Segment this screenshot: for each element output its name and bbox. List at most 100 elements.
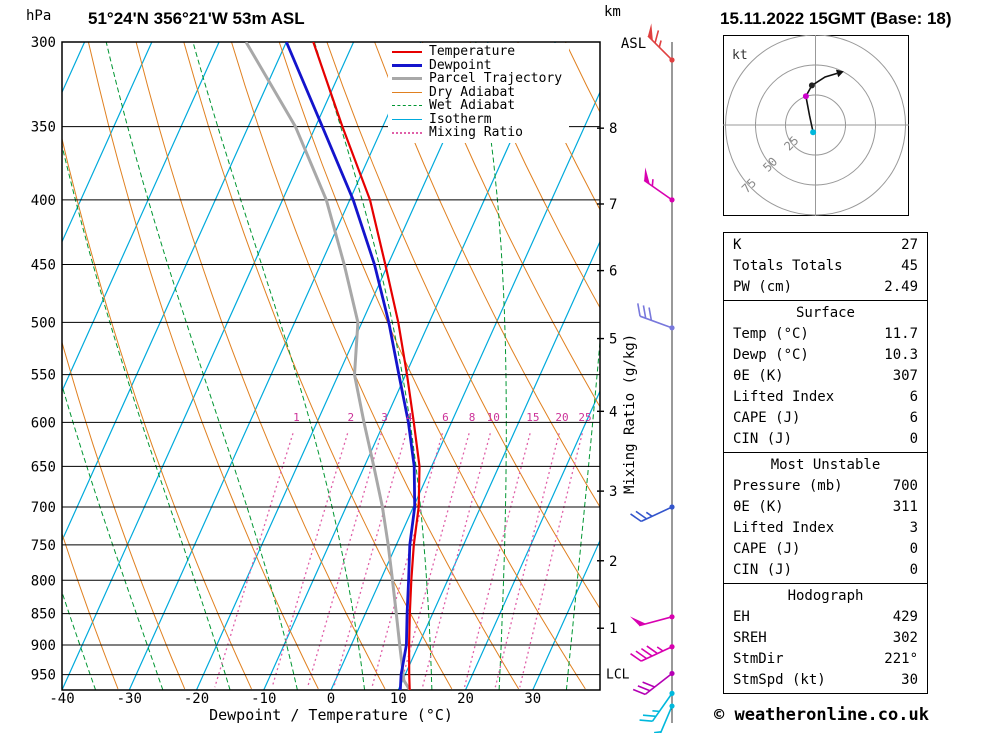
svg-text:-20: -20 xyxy=(184,691,209,707)
table-row: Pressure (mb) 700 xyxy=(724,476,927,497)
row-label: StmSpd (kt) xyxy=(733,672,826,688)
svg-text:10: 10 xyxy=(487,411,500,424)
hodograph-marker xyxy=(802,93,809,100)
row-value: 2.49 xyxy=(884,279,918,295)
svg-text:8: 8 xyxy=(469,411,476,424)
legend-label: Mixing Ratio xyxy=(429,125,523,141)
svg-text:-40: -40 xyxy=(49,691,74,707)
wind-barb xyxy=(639,690,675,723)
svg-text:20: 20 xyxy=(555,411,568,424)
hodograph-marker xyxy=(810,129,817,136)
svg-text:650: 650 xyxy=(31,459,56,475)
row-label: Dewp (°C) xyxy=(733,347,809,363)
row-value: 30 xyxy=(901,672,918,688)
row-label: CIN (J) xyxy=(733,431,793,447)
svg-text:7: 7 xyxy=(609,197,617,213)
table-row: Lifted Index 6 xyxy=(724,387,927,408)
svg-text:5: 5 xyxy=(609,332,617,348)
row-label: CAPE (J) xyxy=(733,410,801,426)
parcel-trajectory-line xyxy=(244,42,411,690)
legend-item: Wet Adiabat xyxy=(392,99,562,113)
x-axis-label: Dewpoint / Temperature (°C) xyxy=(209,706,453,724)
row-label: CIN (J) xyxy=(733,562,793,578)
row-label: K xyxy=(733,237,742,253)
legend-label: Temperature xyxy=(429,44,516,60)
row-value: 6 xyxy=(909,389,918,405)
row-label: SREH xyxy=(733,630,767,646)
legend-item: Isotherm xyxy=(392,113,562,127)
svg-text:3: 3 xyxy=(381,411,388,424)
svg-text:1: 1 xyxy=(293,411,300,424)
table-row: CIN (J) 0 xyxy=(724,560,927,581)
svg-text:950: 950 xyxy=(31,668,56,684)
background-lines xyxy=(62,42,600,690)
legend-label: Dewpoint xyxy=(429,57,492,73)
table-row: StmSpd (kt) 30 xyxy=(724,670,927,691)
table-row: SREH 302 xyxy=(724,628,927,649)
row-label: Lifted Index xyxy=(733,520,835,536)
row-value: 11.7 xyxy=(884,326,918,342)
wind-barb xyxy=(630,504,675,523)
svg-text:850: 850 xyxy=(31,607,56,623)
row-value: 3 xyxy=(909,520,918,536)
row-value: 27 xyxy=(901,237,918,253)
svg-text:LCL: LCL xyxy=(606,668,630,683)
table-section: K 27 Totals Totals 45 PW (cm) 2.49 xyxy=(724,233,927,300)
row-value: 10.3 xyxy=(884,347,918,363)
svg-text:2: 2 xyxy=(348,411,355,424)
legend-item: Dry Adiabat xyxy=(392,86,562,100)
svg-text:500: 500 xyxy=(31,315,56,331)
table-row: Dewp (°C) 10.3 xyxy=(724,345,927,366)
table-row: StmDir 221° xyxy=(724,649,927,670)
svg-text:8: 8 xyxy=(609,121,617,137)
table-section-surface: Surface Temp (°C) 11.7 Dewp (°C) 10.3 θE (K) 3… xyxy=(724,300,927,452)
svg-text:6: 6 xyxy=(609,264,617,280)
row-label: Totals Totals xyxy=(733,258,843,274)
table-row: CAPE (J) 6 xyxy=(724,408,927,429)
row-label: CAPE (J) xyxy=(733,541,801,557)
legend-label: Wet Adiabat xyxy=(429,98,516,114)
table-row: Lifted Index 3 xyxy=(724,518,927,539)
svg-text:800: 800 xyxy=(31,573,56,589)
legend-label: Dry Adiabat xyxy=(429,84,516,100)
svg-text:1: 1 xyxy=(609,621,617,637)
legend-item: Mixing Ratio xyxy=(392,126,562,140)
legend-line-wet-adiabat xyxy=(392,105,422,107)
svg-text:4: 4 xyxy=(609,404,617,420)
legend-line-dewpoint xyxy=(392,63,422,67)
legend-item: Temperature xyxy=(392,45,562,59)
svg-text:-30: -30 xyxy=(117,691,142,707)
hodograph-unit: kt xyxy=(732,48,748,63)
svg-text:450: 450 xyxy=(31,258,56,274)
row-label: EH xyxy=(733,609,750,625)
svg-text:3: 3 xyxy=(609,484,617,500)
hodograph-marker xyxy=(808,82,815,89)
table-row: CAPE (J) 0 xyxy=(724,539,927,560)
copyright: © weatheronline.co.uk xyxy=(714,705,929,725)
svg-text:15: 15 xyxy=(526,411,539,424)
altitude-axis-unit: km ASL xyxy=(604,4,646,52)
legend: Temperature Dewpoint Parcel Trajectory Dry … xyxy=(388,43,570,143)
svg-text:-10: -10 xyxy=(251,691,276,707)
wind-barb xyxy=(647,23,675,63)
pressure-axis-unit: hPa xyxy=(26,8,52,24)
sounding-profiles xyxy=(244,42,421,690)
row-value: 45 xyxy=(901,258,918,274)
section-title: Hodograph xyxy=(787,588,864,604)
row-label: θE (K) xyxy=(733,368,784,384)
row-value: 0 xyxy=(909,541,918,557)
row-value: 700 xyxy=(892,478,918,494)
datetime-title: 15.11.2022 15GMT (Base: 18) xyxy=(720,9,952,28)
svg-text:10: 10 xyxy=(390,691,407,707)
row-value: 311 xyxy=(892,499,918,515)
svg-text:400: 400 xyxy=(31,193,56,209)
legend-label: Parcel Trajectory xyxy=(429,71,563,87)
svg-text:2: 2 xyxy=(609,554,617,570)
km-unit: km xyxy=(604,4,621,20)
wind-barb xyxy=(630,644,675,662)
svg-text:0: 0 xyxy=(327,691,335,707)
row-label: PW (cm) xyxy=(733,279,793,295)
dewpoint-line xyxy=(285,42,417,690)
